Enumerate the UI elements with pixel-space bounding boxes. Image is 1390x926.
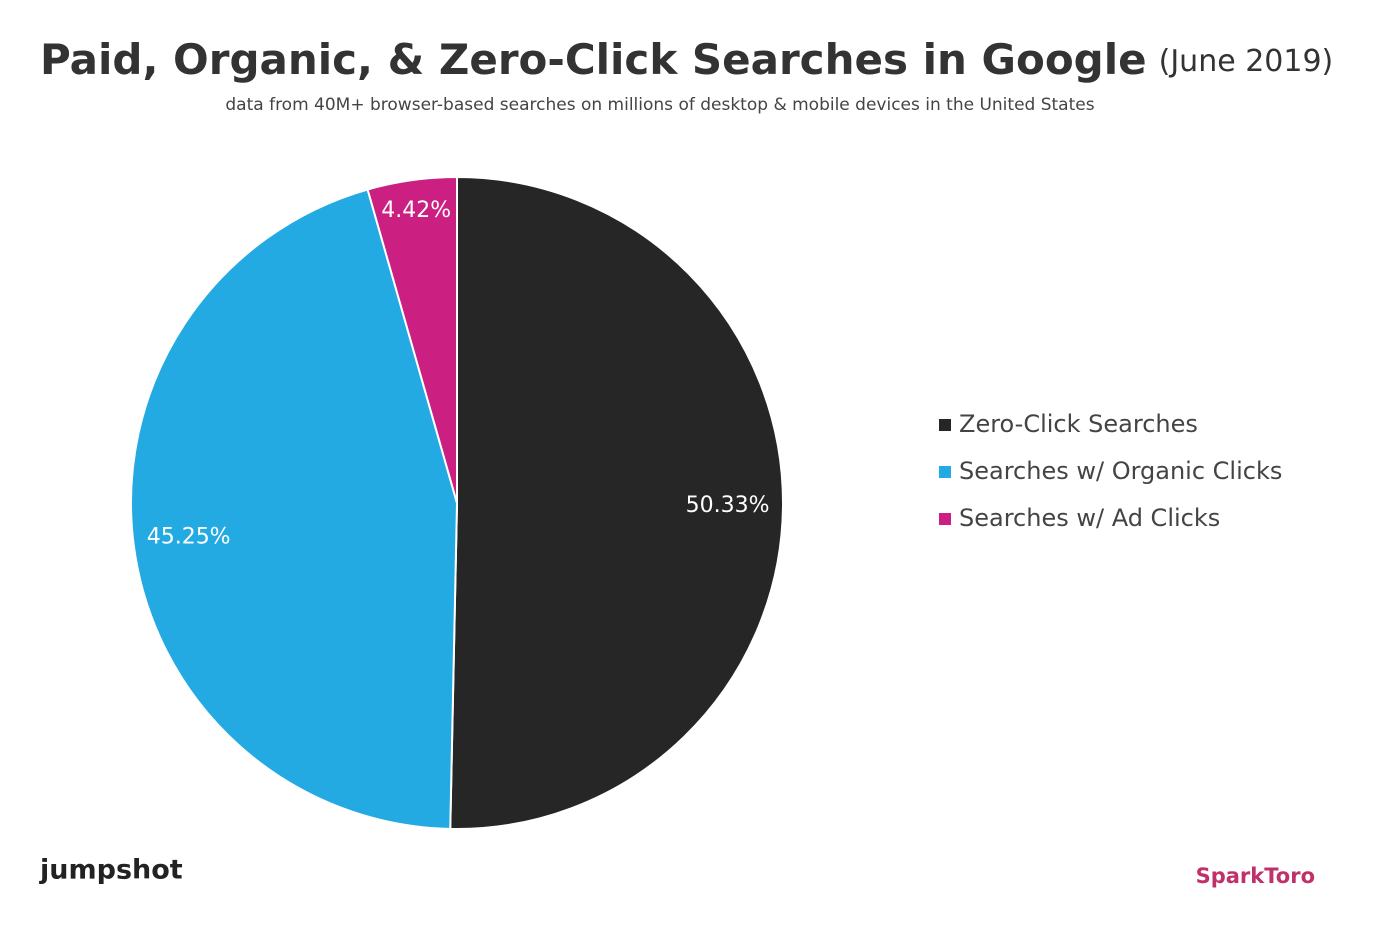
slice-label: 50.33% — [686, 493, 770, 518]
legend-label: Searches w/ Organic Clicks — [959, 457, 1282, 485]
title-note: (June 2019) — [1159, 44, 1334, 79]
legend-swatch — [939, 466, 951, 478]
slice-label: 45.25% — [147, 525, 231, 550]
legend-swatch — [939, 419, 951, 431]
pie-slice — [130, 188, 459, 830]
pie-slice — [449, 175, 784, 830]
legend-label: Zero-Click Searches — [959, 410, 1198, 438]
logo-left: jumpshot — [39, 855, 183, 886]
legend-swatch — [939, 513, 951, 525]
chart-title: Paid, Organic, & Zero-Click Searches in … — [40, 35, 1147, 84]
title-line: Paid, Organic, & Zero-Click Searches in … — [40, 35, 1333, 84]
legend: Zero-Click Searches Searches w/ Organic C… — [939, 410, 1282, 532]
pie-slice — [366, 175, 458, 504]
subtitle: data from 40M+ browser-based searches on… — [225, 95, 1094, 115]
slice-label: 4.42% — [381, 198, 451, 223]
pie: 50.33% 45.25% 4.42% — [130, 175, 784, 830]
logo-right: SparkToro — [1196, 864, 1315, 888]
legend-label: Searches w/ Ad Clicks — [959, 504, 1220, 532]
